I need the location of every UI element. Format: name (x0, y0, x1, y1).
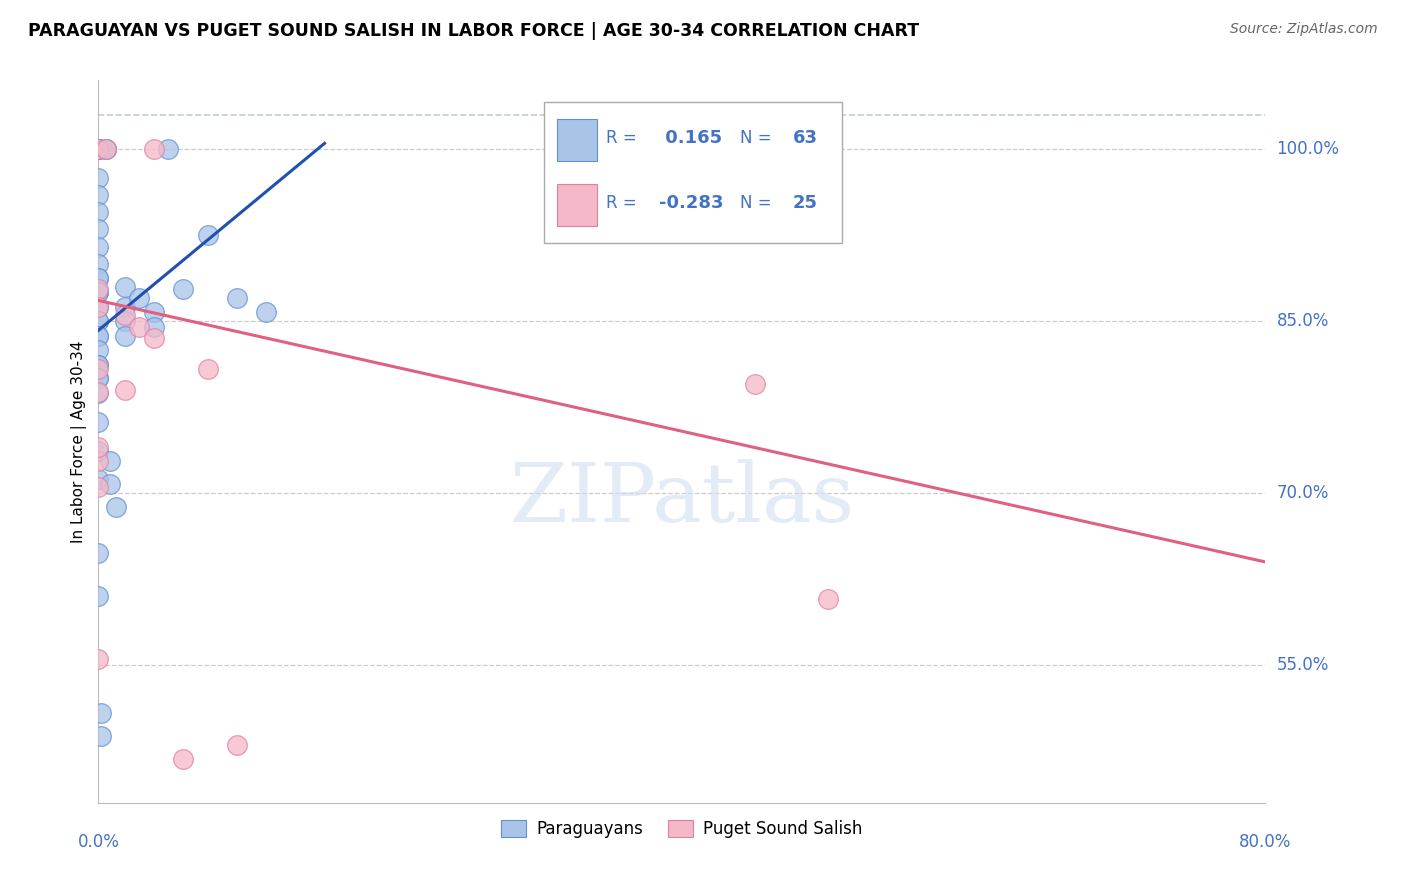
Point (87, 480, 110, 494)
Point (87, 142, 110, 156)
Point (744, 377, 766, 392)
Point (114, 383, 136, 397)
FancyBboxPatch shape (557, 119, 596, 161)
Point (87, 142, 110, 156)
Point (87, 371, 110, 385)
Point (142, 319, 165, 334)
Point (142, 305, 165, 319)
Point (87, 270, 110, 285)
Point (114, 329, 136, 343)
Point (114, 314, 136, 328)
Text: R =: R = (606, 194, 643, 212)
Point (87, 142, 110, 156)
Text: N =: N = (741, 129, 778, 147)
Point (172, 752, 194, 766)
FancyBboxPatch shape (544, 102, 842, 243)
Point (94, 142, 117, 156)
Point (87, 170, 110, 185)
Y-axis label: In Labor Force | Age 30-34: In Labor Force | Age 30-34 (72, 340, 87, 543)
Point (98, 454, 121, 468)
Point (817, 591, 839, 606)
Text: Source: ZipAtlas.com: Source: ZipAtlas.com (1230, 22, 1378, 37)
Text: 63: 63 (793, 129, 818, 147)
Point (87, 301, 110, 315)
Point (87, 222, 110, 236)
Point (87, 652, 110, 666)
Text: 25: 25 (793, 194, 818, 212)
Point (87, 443, 110, 458)
Point (87, 142, 110, 156)
Point (87, 301, 110, 315)
Text: 70.0%: 70.0% (1277, 484, 1329, 502)
Text: R =: R = (606, 129, 643, 147)
Point (157, 142, 180, 156)
Text: ZIPatlas: ZIPatlas (509, 459, 855, 540)
Point (87, 371, 110, 385)
Point (114, 309, 136, 323)
Point (128, 291, 150, 305)
Point (87, 386, 110, 401)
Point (114, 279, 136, 293)
Text: 55.0%: 55.0% (1277, 657, 1329, 674)
Point (87, 358, 110, 372)
Point (114, 301, 136, 315)
Point (87, 385, 110, 400)
Point (87, 329, 110, 343)
Point (87, 239, 110, 253)
Point (197, 362, 219, 376)
Point (128, 319, 150, 334)
Point (87, 472, 110, 486)
Text: N =: N = (741, 194, 778, 212)
Legend: Paraguayans, Puget Sound Salish: Paraguayans, Puget Sound Salish (495, 814, 869, 845)
Point (94, 142, 117, 156)
Point (87, 285, 110, 300)
Text: PARAGUAYAN VS PUGET SOUND SALISH IN LABOR FORCE | AGE 30-34 CORRELATION CHART: PARAGUAYAN VS PUGET SOUND SALISH IN LABO… (28, 22, 920, 40)
Point (254, 305, 277, 319)
Text: 0.165: 0.165 (658, 129, 721, 147)
Point (87, 301, 110, 315)
Text: 80.0%: 80.0% (1239, 833, 1292, 851)
Point (94, 142, 117, 156)
Point (87, 590, 110, 604)
Point (87, 257, 110, 271)
Point (142, 142, 165, 156)
Point (226, 739, 249, 753)
Point (142, 331, 165, 345)
Point (90, 729, 112, 743)
FancyBboxPatch shape (557, 184, 596, 227)
Point (104, 500, 127, 514)
Point (87, 343, 110, 357)
Point (87, 314, 110, 328)
Point (172, 282, 194, 296)
Point (87, 454, 110, 468)
Point (87, 415, 110, 429)
Point (87, 188, 110, 202)
Point (226, 291, 249, 305)
Point (87, 270, 110, 285)
Text: 85.0%: 85.0% (1277, 312, 1329, 330)
Point (98, 477, 121, 491)
Point (87, 285, 110, 300)
Point (87, 142, 110, 156)
Text: -0.283: -0.283 (658, 194, 723, 212)
Point (87, 142, 110, 156)
Point (90, 706, 112, 721)
Point (197, 228, 219, 243)
Point (87, 362, 110, 376)
Point (87, 546, 110, 560)
Text: 100.0%: 100.0% (1277, 140, 1340, 158)
Point (87, 205, 110, 219)
Point (87, 282, 110, 296)
Point (87, 358, 110, 372)
Point (87, 329, 110, 343)
Point (87, 285, 110, 300)
Point (87, 314, 110, 328)
Point (87, 440, 110, 454)
Text: 0.0%: 0.0% (77, 833, 120, 851)
